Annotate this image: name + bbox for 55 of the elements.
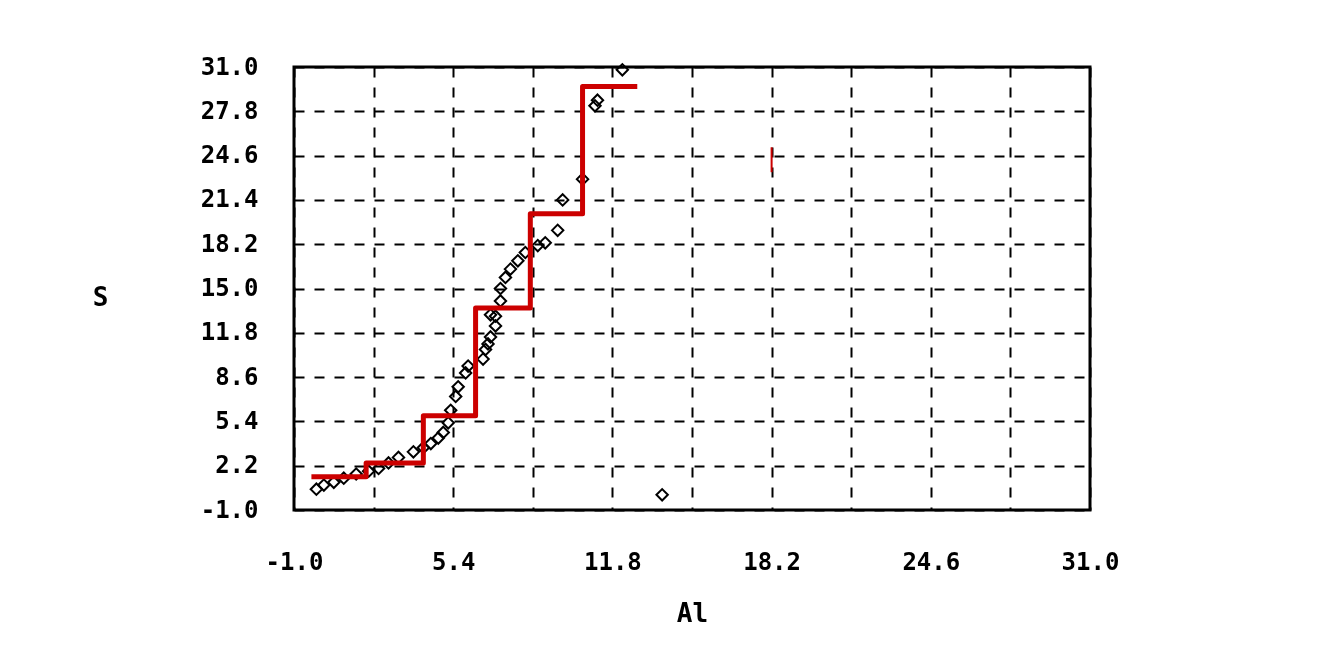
point bbox=[361, 464, 376, 478]
point bbox=[511, 254, 525, 268]
x-tick-label: 5.4 bbox=[432, 547, 476, 576]
point bbox=[550, 223, 565, 238]
point bbox=[309, 482, 324, 496]
x-tick-label: 24.6 bbox=[902, 547, 961, 576]
point bbox=[478, 342, 493, 357]
y-tick-label: 2.2 bbox=[215, 451, 259, 480]
point bbox=[503, 262, 518, 276]
x-tick-label: -1.0 bbox=[265, 547, 324, 576]
point bbox=[436, 425, 450, 440]
point bbox=[538, 236, 552, 250]
y-tick-label: 5.4 bbox=[215, 406, 259, 435]
point bbox=[655, 488, 669, 502]
y-tick-label: 8.6 bbox=[215, 362, 259, 391]
y-tick-label: -1.0 bbox=[200, 495, 259, 524]
point bbox=[458, 366, 473, 380]
point bbox=[575, 172, 590, 186]
point bbox=[424, 436, 438, 451]
y-tick-label: 18.2 bbox=[200, 229, 259, 258]
point bbox=[555, 193, 570, 207]
point bbox=[588, 99, 602, 113]
point bbox=[349, 467, 363, 481]
point bbox=[451, 380, 465, 394]
point bbox=[615, 63, 630, 77]
point bbox=[493, 281, 508, 296]
point bbox=[406, 445, 421, 459]
point bbox=[441, 416, 455, 430]
point bbox=[488, 309, 503, 323]
x-tick-label: 31.0 bbox=[1061, 547, 1120, 576]
point bbox=[481, 337, 495, 351]
y-tick-label: 27.8 bbox=[200, 96, 259, 125]
point bbox=[488, 319, 503, 333]
point bbox=[476, 352, 490, 366]
point bbox=[461, 359, 475, 373]
point bbox=[483, 330, 498, 344]
x-axis-title: Al bbox=[676, 597, 709, 628]
y-tick-label: 24.6 bbox=[200, 141, 259, 170]
point bbox=[448, 389, 463, 404]
point bbox=[498, 270, 513, 285]
y-axis-title: S bbox=[92, 281, 109, 312]
point bbox=[531, 238, 545, 253]
x-tick-label: 18.2 bbox=[743, 547, 801, 576]
point bbox=[590, 93, 605, 107]
y-tick-label: 21.4 bbox=[200, 185, 259, 214]
point bbox=[317, 478, 331, 492]
y-tick-label: 15.0 bbox=[200, 274, 259, 302]
point bbox=[337, 471, 351, 485]
x-tick-label: 11.8 bbox=[584, 547, 642, 576]
y-tick-label: 11.8 bbox=[200, 318, 259, 347]
point bbox=[381, 456, 396, 470]
point bbox=[493, 294, 508, 308]
y-tick-label: 31.0 bbox=[200, 52, 259, 81]
point bbox=[483, 308, 498, 322]
point bbox=[431, 431, 445, 445]
